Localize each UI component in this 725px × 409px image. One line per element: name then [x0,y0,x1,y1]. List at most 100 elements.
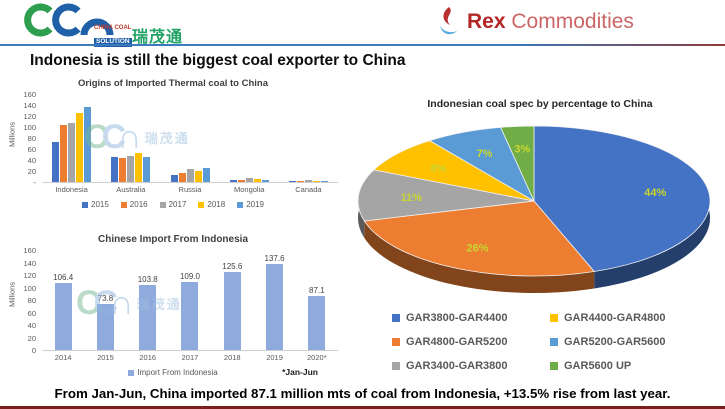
y-tick: 20 [27,167,36,176]
pie-label-GAR4800-GAR5200: 26% [466,243,488,255]
category-group: Australia [101,94,160,198]
legend-marker [392,314,400,322]
pie-label-GAR5200-GAR5600: 7% [477,148,493,160]
bar-value-label: 109.0 [179,272,200,281]
bar-value-label: 103.8 [137,275,158,284]
legend-label: GAR5200-GAR5600 [564,336,666,348]
bar-2015 [96,304,114,350]
bar-2020* [308,296,326,350]
imports-plot-area: C C ∩ 瑞茂通 160 140 120 100 80 60 40 20 0 106.4 2014… [6,246,340,366]
legend-item-2019: 2019 [237,200,264,209]
flame-icon [440,7,457,35]
x-category-label: 2019 [266,353,283,362]
bar-Australia-2018 [135,153,143,182]
pie-chart-title: Indonesian coal spec by percentage to Ch… [427,98,653,110]
bar-value-label: 106.4 [53,273,74,282]
pie-chart: 44% 26% 11% 8% 7% 3% [357,125,711,294]
x-category-label: 2020* [307,353,327,362]
imports-chart-title: Chinese Import From Indonesia [97,234,249,245]
bar-Mongolia-2017 [245,178,253,182]
y-tick: 160 [23,246,36,255]
bar-value-label: 73.8 [97,294,114,303]
legend-label: GAR3800-GAR4400 [406,312,508,324]
rex-logo-text: Rex Commodities [467,10,634,34]
summary-statement: From Jan-Jun, China imported 87.1 millio… [54,386,671,401]
category-group: 125.6 2018 [211,250,253,366]
pie-slice-GAR3800-GAR4400 [533,125,711,272]
pie-slice-GAR4400-GAR4800 [373,140,535,202]
legend-item-2015: 2015 [82,200,109,209]
bar-Canada-2017 [304,180,312,182]
bar-Russia-2016 [178,173,186,182]
category-group: 109.0 2017 [169,250,211,366]
legend-item-2017: 2017 [159,200,186,209]
pie-label-GAR4400-GAR4800: 8% [430,163,446,175]
bar-Canada-2018 [312,181,320,182]
bar-Russia-2019 [202,168,210,182]
legend-marker [392,338,400,346]
pie-slice-GAR4800-GAR5200 [363,200,595,277]
ccs-logo-line2: SOLUTION [94,38,132,47]
legend-marker [198,201,205,208]
x-category-label: 2017 [181,353,199,362]
y-tick: 60 [27,308,36,318]
bar-Russia-2018 [194,171,202,182]
bar-Russia-2017 [186,169,194,182]
header-divider [0,44,725,46]
x-category-label: Russia [178,185,202,194]
legend-label: Import From Indonesia [137,368,218,377]
rex-logo: Rex Commodities [436,6,634,38]
pie-slice-side-GAR4800-GAR5200 [364,220,595,294]
bar-Indonesia-2016 [60,125,68,182]
category-group: Canada [279,94,338,198]
bar-Australia-2017 [127,156,135,182]
category-group: 103.8 2016 [127,250,169,366]
category-group: Indonesia [42,94,101,198]
origins-legend: 2015 2016 2017 2018 2019 [6,200,340,209]
bar-value-label: 87.1 [309,286,325,295]
x-axis-line [42,182,338,183]
bar-2016 [139,285,157,350]
legend-label: GAR4800-GAR5200 [406,336,508,348]
bar-Australia-2015 [111,157,119,182]
ccs-logo-icon [24,3,114,37]
legend-label: GAR3400-GAR3800 [406,360,508,372]
y-tick: 120 [23,112,36,121]
bar-2019 [266,264,284,350]
x-axis-line [42,350,338,351]
ccs-logo-line1: CHINA COAL [94,25,132,31]
bar-Canada-2019 [320,181,328,182]
x-category-label: Canada [295,185,322,194]
y-tick: 140 [23,258,36,268]
y-tick: 80 [27,134,36,143]
x-category-label: 2018 [223,353,241,362]
pie-slice-GAR3400-GAR3800 [357,169,535,222]
x-category-label: 2015 [97,353,114,362]
bar-Mongolia-2018 [253,179,261,182]
bar-value-label: 137.6 [264,254,285,263]
bar-Mongolia-2016 [237,180,245,182]
y-tick: 100 [23,283,36,293]
legend-marker [392,362,400,370]
legend-item-GAR3800-GAR4400: GAR3800-GAR4400 [392,312,550,324]
legend-marker [120,201,127,208]
footnote: *Jan-Jun [282,367,318,377]
y-tick: 160 [23,90,36,99]
x-category-label: Indonesia [55,185,88,194]
y-tick: 80 [27,296,36,305]
category-group: 73.8 2015 [84,250,126,366]
bar-value-label: 125.6 [222,262,243,271]
y-tick: 140 [23,101,36,110]
y-tick: 100 [23,123,36,132]
bar-Mongolia-2015 [229,180,237,182]
x-category-label: Mongolia [233,185,265,194]
imports-legend: Import From Indonesia *Jan-Jun [6,367,340,377]
pie-legend: GAR3800-GAR4400 GAR4400-GAR4800 GAR4800-GA… [392,312,725,372]
bar-2018 [223,272,241,350]
category-group: 137.6 2019 [253,250,295,366]
x-category-label: 2014 [54,353,72,362]
legend-item-GAR4400-GAR4800: GAR4400-GAR4800 [550,312,725,324]
y-tick: 0 [31,346,36,355]
legend-marker [128,369,135,376]
